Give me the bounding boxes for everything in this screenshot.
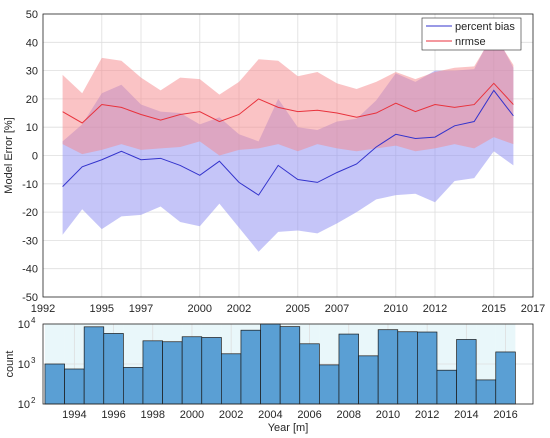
x-tick-label: 2014 xyxy=(454,409,478,421)
bar xyxy=(181,336,203,405)
x-tick-label: 1992 xyxy=(31,303,55,315)
count-bars xyxy=(44,323,516,405)
x-tick-label: 2007 xyxy=(325,303,349,315)
model-error-legend: percent bias nrmse xyxy=(421,17,522,51)
bar-shade xyxy=(358,324,379,356)
legend-label-nrmse: nrmse xyxy=(455,36,486,48)
bar-shade xyxy=(436,324,457,371)
model-error-axes-box xyxy=(42,13,534,298)
x-tick-label: 2017 xyxy=(521,303,545,315)
x-tick-label: 1995 xyxy=(90,303,114,315)
bar xyxy=(279,326,301,405)
x-tick-label: 2008 xyxy=(337,409,361,421)
count-y-axis-label: count xyxy=(4,351,16,378)
count-histogram: 1994 1996 1998 2000 2002 2004 2006 2008 2010 2012… xyxy=(4,316,534,434)
y-tick-exponent: 4 xyxy=(31,316,36,325)
bar xyxy=(142,340,163,405)
model-error-bands xyxy=(62,30,514,252)
y-tick-label: 10 xyxy=(18,359,30,371)
x-tick-label: 1996 xyxy=(101,409,125,421)
band-nrmse xyxy=(62,33,514,156)
x-tick-label: 2006 xyxy=(297,409,321,421)
bar xyxy=(377,329,399,405)
bar-shade xyxy=(280,324,300,327)
bar xyxy=(64,368,85,405)
model-error-y-tick-labels: -50 -40 -30 -20 -10 0 10 20 30 40 50 xyxy=(22,9,38,304)
x-tick-label: 2016 xyxy=(493,409,517,421)
bar-shade xyxy=(44,324,65,364)
x-tick-label: 2000 xyxy=(180,409,204,421)
y-tick-label: 10 xyxy=(18,399,30,411)
y-tick-exponent: 3 xyxy=(31,356,36,365)
y-tick-label: 20 xyxy=(26,94,38,106)
y-tick-label: -40 xyxy=(22,264,38,276)
model-error-x-tick-labels: 1992 1995 1997 2000 2002 2005 2007 2010 2012 2015… xyxy=(31,303,545,315)
bar xyxy=(475,379,497,405)
bar xyxy=(83,326,105,405)
bar xyxy=(299,343,320,405)
bar-shade xyxy=(397,324,418,332)
bar xyxy=(319,364,340,405)
line-percent-bias xyxy=(62,89,514,196)
bar-shade xyxy=(162,324,183,342)
y-tick-label: 10 xyxy=(26,122,38,134)
bar xyxy=(162,341,183,405)
count-axes-box xyxy=(42,323,534,405)
bar-shade xyxy=(123,324,143,368)
x-tick-label: 2010 xyxy=(384,303,408,315)
x-tick-label: 2002 xyxy=(219,409,243,421)
y-tick-label: 30 xyxy=(26,66,38,78)
x-tick-label: 2002 xyxy=(227,303,251,315)
y-tick-exponent: 2 xyxy=(31,396,36,405)
x-tick-label: 2012 xyxy=(423,303,447,315)
model-error-chart: 1992 1995 1997 2000 2002 2005 2007 2010 2012 2015… xyxy=(3,9,545,315)
x-tick-label: 2005 xyxy=(286,303,310,315)
y-tick-label: 0 xyxy=(32,151,38,163)
model-error-y-axis-label: Model Error [%] xyxy=(3,117,15,193)
bar xyxy=(123,367,144,405)
bar-shade xyxy=(240,324,261,331)
x-tick-label: 1997 xyxy=(129,303,153,315)
x-tick-label: 2000 xyxy=(188,303,212,315)
legend-box xyxy=(421,17,522,51)
bar-shade xyxy=(84,324,104,327)
y-tick-label: 10 xyxy=(18,319,30,331)
x-tick-label: 2015 xyxy=(482,303,506,315)
bar xyxy=(397,331,418,405)
y-tick-label: 50 xyxy=(26,9,38,21)
count-x-tick-labels: 1994 1996 1998 2000 2002 2004 2006 2008 2010 2012… xyxy=(62,409,518,421)
y-tick-label: -50 xyxy=(22,292,38,304)
bar-shade xyxy=(476,324,496,380)
model-error-lines xyxy=(62,82,514,196)
y-tick-label: -30 xyxy=(22,235,38,247)
y-tick-label: 40 xyxy=(26,37,38,49)
bar xyxy=(260,323,281,405)
x-tick-label: 2004 xyxy=(258,409,282,421)
bar xyxy=(201,337,222,405)
count-x-axis-label: Year [m] xyxy=(268,422,309,434)
bar xyxy=(495,351,516,405)
bar xyxy=(103,333,124,405)
bar-shade xyxy=(319,324,339,365)
x-tick-label: 2012 xyxy=(415,409,439,421)
y-tick-label: -20 xyxy=(22,207,38,219)
x-tick-label: 2010 xyxy=(376,409,400,421)
bar xyxy=(436,369,457,405)
bar xyxy=(456,339,477,405)
x-tick-label: 1994 xyxy=(62,409,86,421)
bar xyxy=(358,355,379,405)
bar xyxy=(240,329,261,405)
legend-label-percent-bias: percent bias xyxy=(455,21,515,33)
y-tick-label: -10 xyxy=(22,179,38,191)
bar-shade xyxy=(201,324,222,338)
bar xyxy=(417,331,438,405)
bar xyxy=(221,353,242,405)
bar xyxy=(338,333,359,405)
bar xyxy=(44,363,65,405)
line-nrmse xyxy=(62,82,514,124)
x-tick-label: 1998 xyxy=(141,409,165,421)
